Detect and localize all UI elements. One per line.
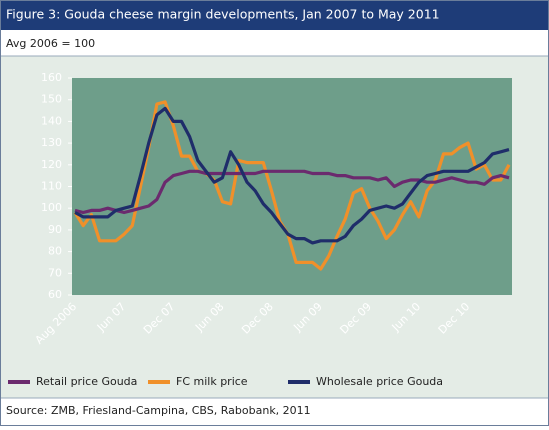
subtitle: Avg 2006 = 100	[6, 37, 95, 50]
source: Source: ZMB, Friesland-Campina, CBS, Rab…	[6, 404, 311, 417]
legend-label: Retail price Gouda	[36, 375, 137, 388]
legend-label: Wholesale price Gouda	[316, 375, 443, 388]
y-tick-label: 120	[41, 158, 62, 171]
y-tick-label: 160	[41, 71, 62, 84]
title-bar	[0, 0, 549, 30]
y-tick-label: 70	[48, 266, 62, 279]
y-tick-label: 100	[41, 201, 62, 214]
plot-area	[72, 78, 512, 295]
legend-label: FC milk price	[176, 375, 248, 388]
y-tick-label: 60	[48, 288, 62, 301]
y-tick-label: 150	[41, 93, 62, 106]
subtitle-bar	[0, 30, 549, 56]
y-tick-label: 110	[41, 180, 62, 193]
y-tick-label: 90	[48, 223, 62, 236]
series-line	[74, 169, 510, 215]
series-line	[74, 106, 510, 245]
chart-title: Figure 3: Gouda cheese margin developmen…	[6, 7, 440, 22]
y-tick-label: 140	[41, 114, 62, 127]
source-bar	[0, 398, 549, 426]
y-tick-label: 130	[41, 136, 62, 149]
y-tick-label: 80	[48, 245, 62, 258]
